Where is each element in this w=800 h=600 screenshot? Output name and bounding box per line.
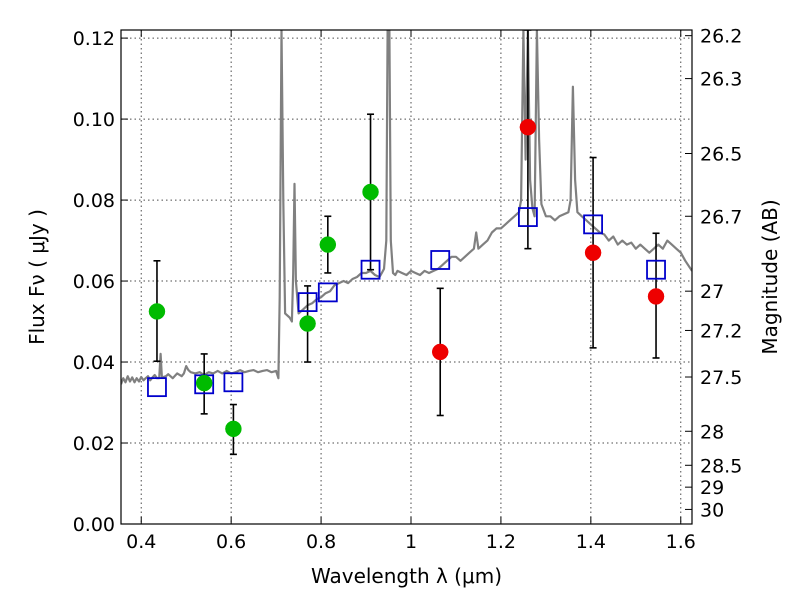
tick-labels: 0.4 0.6 0.8 1 1.2 1.4 1.6 0.00 0.02 0.04 0.06 0.08 0… bbox=[73, 26, 743, 553]
x-tick-label: 1.2 bbox=[486, 531, 516, 553]
red-data-point bbox=[584, 244, 602, 261]
model-photometry-square bbox=[360, 259, 381, 280]
x-tick-label: 0.6 bbox=[216, 531, 246, 553]
axis-ticks bbox=[121, 30, 692, 525]
right-tick-label: 27.5 bbox=[700, 367, 742, 389]
red-data-point bbox=[431, 343, 449, 361]
model-photometry-square bbox=[223, 372, 244, 393]
y-tick-label: 0.00 bbox=[73, 514, 115, 536]
red-data-point bbox=[647, 288, 665, 305]
green-data-point bbox=[362, 183, 379, 201]
data-markers bbox=[147, 118, 666, 438]
plot-frame bbox=[120, 29, 693, 525]
right-axis-label: Magnitude (AB) bbox=[758, 199, 782, 354]
right-tick-label: 26.7 bbox=[700, 206, 742, 228]
right-tick-label: 26.3 bbox=[700, 69, 742, 91]
x-tick-label: 0.4 bbox=[126, 531, 156, 553]
model-photometry-square bbox=[583, 214, 603, 235]
green-data-point bbox=[148, 303, 166, 320]
y-tick-label: 0.04 bbox=[73, 352, 115, 374]
green-data-point bbox=[299, 315, 316, 332]
y-tick-label: 0.12 bbox=[73, 28, 115, 50]
right-tick-label: 30 bbox=[700, 499, 724, 521]
green-data-point bbox=[319, 236, 337, 253]
model-photometry-square bbox=[147, 377, 167, 398]
spectrum-layer bbox=[121, 30, 692, 385]
x-axis-label: Wavelength λ (μm) bbox=[311, 564, 502, 588]
y-tick-label: 0.10 bbox=[73, 109, 115, 131]
y-tick-label: 0.06 bbox=[73, 271, 115, 293]
model-photometry-square bbox=[517, 207, 538, 227]
grid-lines bbox=[121, 30, 692, 524]
right-tick-label: 28 bbox=[700, 421, 724, 443]
x-tick-label: 1.4 bbox=[576, 531, 606, 553]
right-tick-label: 27 bbox=[700, 281, 724, 303]
x-tick-label: 0.8 bbox=[306, 531, 336, 553]
right-tick-label: 28.5 bbox=[700, 455, 742, 477]
model-photometry-square bbox=[646, 259, 666, 280]
x-tick-label: 1 bbox=[405, 531, 417, 553]
model-photometry-square bbox=[430, 250, 451, 270]
right-tick-label: 29 bbox=[700, 477, 724, 499]
y-tick-label: 0.02 bbox=[73, 433, 115, 455]
x-tick-label: 1.6 bbox=[666, 531, 696, 553]
model-spectrum-line bbox=[121, 30, 692, 385]
red-data-point bbox=[519, 118, 537, 136]
model-photometry-square bbox=[297, 292, 318, 313]
green-data-point bbox=[195, 374, 213, 392]
model-photometry-square bbox=[317, 282, 338, 303]
y-tick-label: 0.08 bbox=[73, 190, 115, 212]
right-tick-label: 26.5 bbox=[700, 144, 742, 166]
green-data-point bbox=[225, 420, 242, 438]
right-tick-label: 27.2 bbox=[700, 320, 742, 342]
right-tick-label: 26.2 bbox=[700, 26, 742, 48]
y-axis-label: Flux Fν ( μJy ) bbox=[25, 209, 49, 345]
